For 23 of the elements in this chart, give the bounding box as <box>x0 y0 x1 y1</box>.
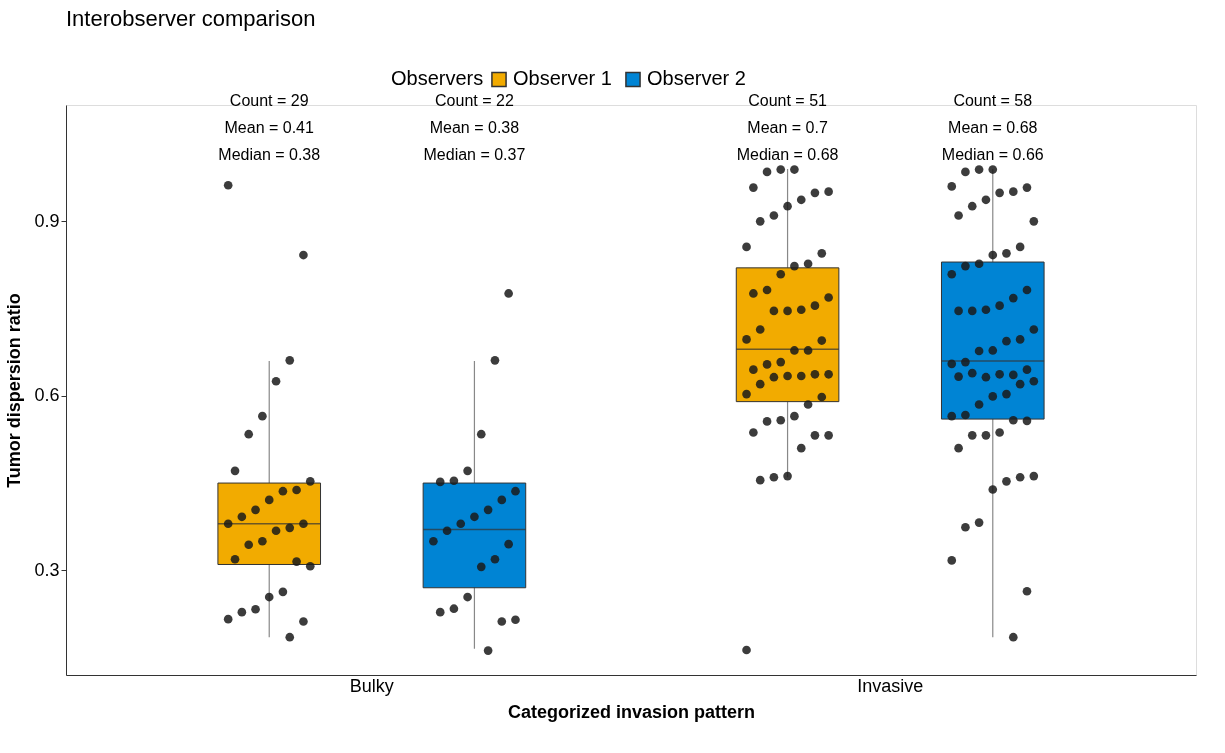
annotation: Mean = 0.68 <box>948 119 1038 136</box>
annotation: Count = 58 <box>953 92 1033 109</box>
annotation: Median = 0.38 <box>218 146 321 163</box>
x-tick-label: Bulky <box>349 675 394 696</box>
legend-label: Observer 1 <box>513 67 612 90</box>
x-tick-label: Invasive <box>857 675 924 696</box>
annotation: Count = 29 <box>229 92 309 109</box>
annotation: Median = 0.37 <box>423 146 526 163</box>
annotation: Mean = 0.38 <box>429 119 520 136</box>
annotation: Mean = 0.41 <box>224 119 315 136</box>
annotation: Median = 0.68 <box>736 146 839 163</box>
y-tick-label: 0.6 <box>34 385 60 406</box>
y-axis-title: Tumor dispersion ratio <box>4 293 25 488</box>
annotation: Median = 0.66 <box>941 146 1044 163</box>
annotation: Mean = 0.7 <box>747 119 828 136</box>
annotation: Count = 51 <box>748 92 828 109</box>
y-tick-label: 0.9 <box>34 210 60 231</box>
annotation: Count = 22 <box>435 92 514 109</box>
y-tick-label: 0.3 <box>34 559 60 580</box>
chart-title: Interobserver comparison <box>66 6 316 31</box>
legend-label: Observer 2 <box>647 67 746 90</box>
legend-title: Observers <box>391 67 484 89</box>
x-axis-title: Categorized invasion pattern <box>507 701 756 722</box>
